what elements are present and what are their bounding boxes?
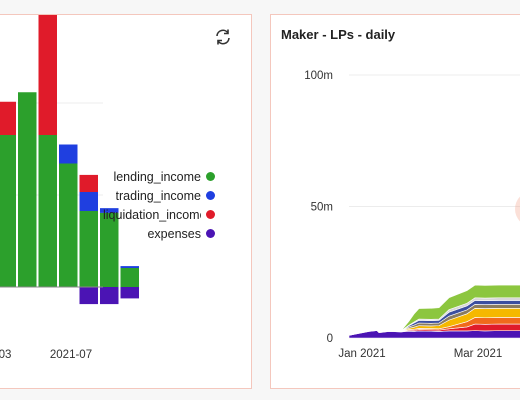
y-tick-label: 100m — [304, 70, 333, 82]
legend-dot-icon — [206, 229, 215, 238]
legend-dot-icon — [206, 191, 215, 200]
bar-lending_income — [79, 211, 98, 287]
legend-item[interactable]: trading_income — [103, 186, 215, 205]
bar-lending_income — [38, 135, 57, 287]
legend-label: expenses — [147, 226, 201, 241]
legend-dot-icon — [206, 210, 215, 219]
bar-liquidation_income — [0, 101, 16, 135]
x-tick-label: 2021-07 — [50, 349, 92, 361]
area-series — [348, 284, 520, 336]
legend-label: trading_income — [115, 188, 201, 203]
legend-item[interactable]: lending_income — [103, 167, 215, 186]
legend-item[interactable]: liquidation_income — [103, 205, 215, 224]
bar-trading_income — [59, 144, 78, 164]
bar-trading_income — [100, 208, 119, 213]
bar-lending_income — [100, 212, 119, 287]
area-series — [348, 330, 520, 339]
right-chart-panel: Maker - LPs - daily 0 50m 100m Jan 2021 Mar … — [270, 14, 520, 389]
left-chart-panel: 03 2021-07 lending_income trading_incomeli… — [0, 14, 252, 389]
legend-label: liquidation_income — [103, 207, 201, 222]
x-tick-label: Mar 2021 — [454, 348, 503, 360]
x-tick-label: 03 — [0, 349, 11, 361]
bar-liquidation_income — [38, 15, 57, 135]
bar-lending_income — [59, 163, 78, 287]
bar-liquidation_income — [79, 174, 98, 192]
right-chart: 0 50m 100m Jan 2021 Mar 2021 — [304, 70, 520, 360]
legend-item[interactable]: expenses — [103, 224, 215, 243]
bar-expenses — [120, 287, 139, 299]
y-tick-label: 50m — [311, 202, 333, 214]
bar-trading_income — [79, 192, 98, 211]
bar-lending_income — [120, 268, 139, 287]
bar-lending_income — [0, 135, 16, 287]
x-tick-label: Jan 2021 — [338, 348, 385, 360]
bar-lending_income — [18, 92, 37, 287]
bar-expenses — [79, 287, 98, 305]
hover-highlight — [515, 196, 520, 222]
bar-expenses — [100, 287, 119, 305]
y-tick-label: 0 — [327, 333, 333, 345]
chart-title: Maker - LPs - daily — [281, 27, 396, 42]
refresh-icon[interactable] — [212, 26, 234, 48]
legend-label: lending_income — [113, 169, 201, 184]
left-chart: 03 2021-07 — [0, 15, 139, 361]
bar-trading_income — [120, 266, 139, 268]
legend-dot-icon — [206, 172, 215, 181]
legend: lending_income trading_income liquidation_… — [103, 167, 215, 243]
